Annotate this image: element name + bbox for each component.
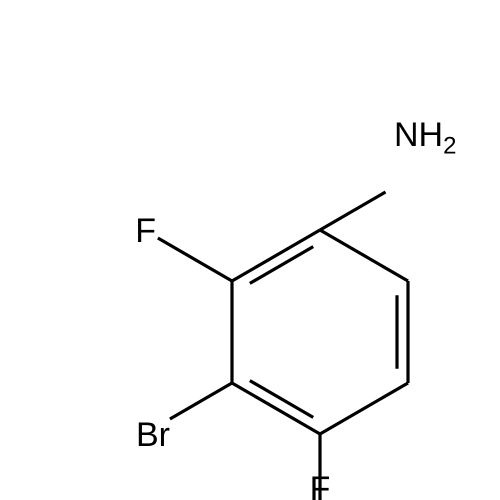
atom-label-n: NH2	[394, 116, 456, 159]
bonds-layer	[158, 192, 408, 500]
atom-label-f1: F	[135, 212, 156, 250]
molecule-diagram: NH2 F Br F	[0, 0, 500, 500]
atom-label-f2: F	[310, 470, 331, 500]
atom-label-br: Br	[136, 416, 170, 454]
